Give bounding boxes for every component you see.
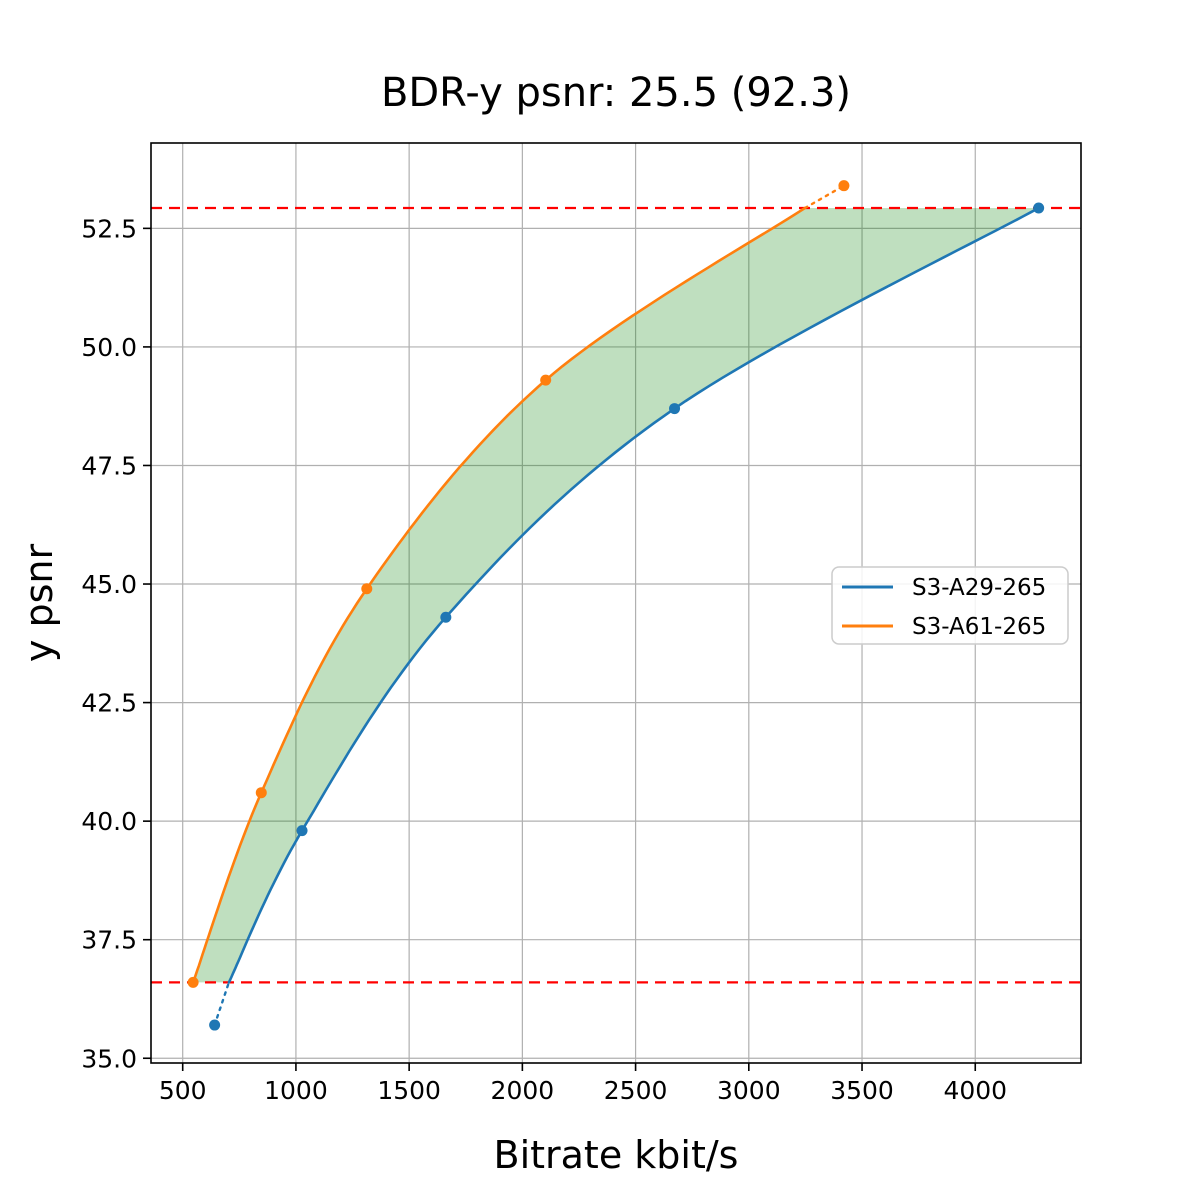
y-tick-label: 37.5 (81, 926, 137, 955)
x-tick-label: 3000 (717, 1076, 781, 1105)
y-tick-label: 42.5 (81, 689, 137, 718)
data-point-s3-a29-265 (209, 1019, 221, 1031)
x-tick-label: 500 (159, 1076, 207, 1105)
x-tick-label: 2000 (491, 1076, 555, 1105)
y-tick-label: 45.0 (81, 570, 137, 599)
chart-title: BDR-y psnr: 25.5 (92.3) (381, 70, 851, 116)
markers-layer (187, 180, 1045, 1031)
x-tick-label: 3500 (830, 1076, 894, 1105)
dotted-extension-s3-a61-265 (803, 184, 846, 210)
x-tick-label: 2500 (604, 1076, 668, 1105)
legend-label: S3-A61-265 (912, 614, 1046, 640)
data-point-s3-a61-265 (838, 180, 850, 192)
data-point-s3-a29-265 (296, 825, 308, 837)
y-tick-label: 50.0 (81, 333, 137, 362)
data-point-s3-a61-265 (255, 787, 267, 799)
data-point-s3-a61-265 (540, 374, 552, 386)
y-tick-label: 40.0 (81, 807, 137, 836)
x-tick-label: 4000 (943, 1076, 1007, 1105)
dotted-extension-s3-a29-265 (213, 981, 231, 1027)
y-tick-label: 35.0 (81, 1044, 137, 1073)
x-tick-label: 1500 (377, 1076, 441, 1105)
data-point-s3-a61-265 (361, 583, 373, 595)
overlap-hlines-layer (151, 206, 1081, 984)
legend: S3-A29-265 S3-A61-265 (831, 566, 1069, 645)
ticks-layer: 500 1000 1500 2000 2500 3000 3500 4000 35.0 37.5 4… (81, 214, 1007, 1105)
y-tick-label: 52.5 (81, 214, 137, 243)
data-point-s3-a29-265 (669, 403, 681, 415)
y-axis-label: y psnr (17, 544, 61, 663)
data-point-s3-a29-265 (440, 611, 452, 623)
bd-shaded-region (193, 208, 1039, 983)
shaded-region-layer (193, 208, 1039, 983)
x-axis-label: Bitrate kbit/s (494, 1133, 739, 1177)
legend-label: S3-A29-265 (912, 575, 1046, 601)
data-point-s3-a61-265 (187, 976, 199, 988)
x-tick-label: 1000 (264, 1076, 328, 1105)
data-point-s3-a29-265 (1033, 202, 1045, 214)
plot-border (150, 142, 1082, 1064)
y-tick-label: 47.5 (81, 451, 137, 480)
